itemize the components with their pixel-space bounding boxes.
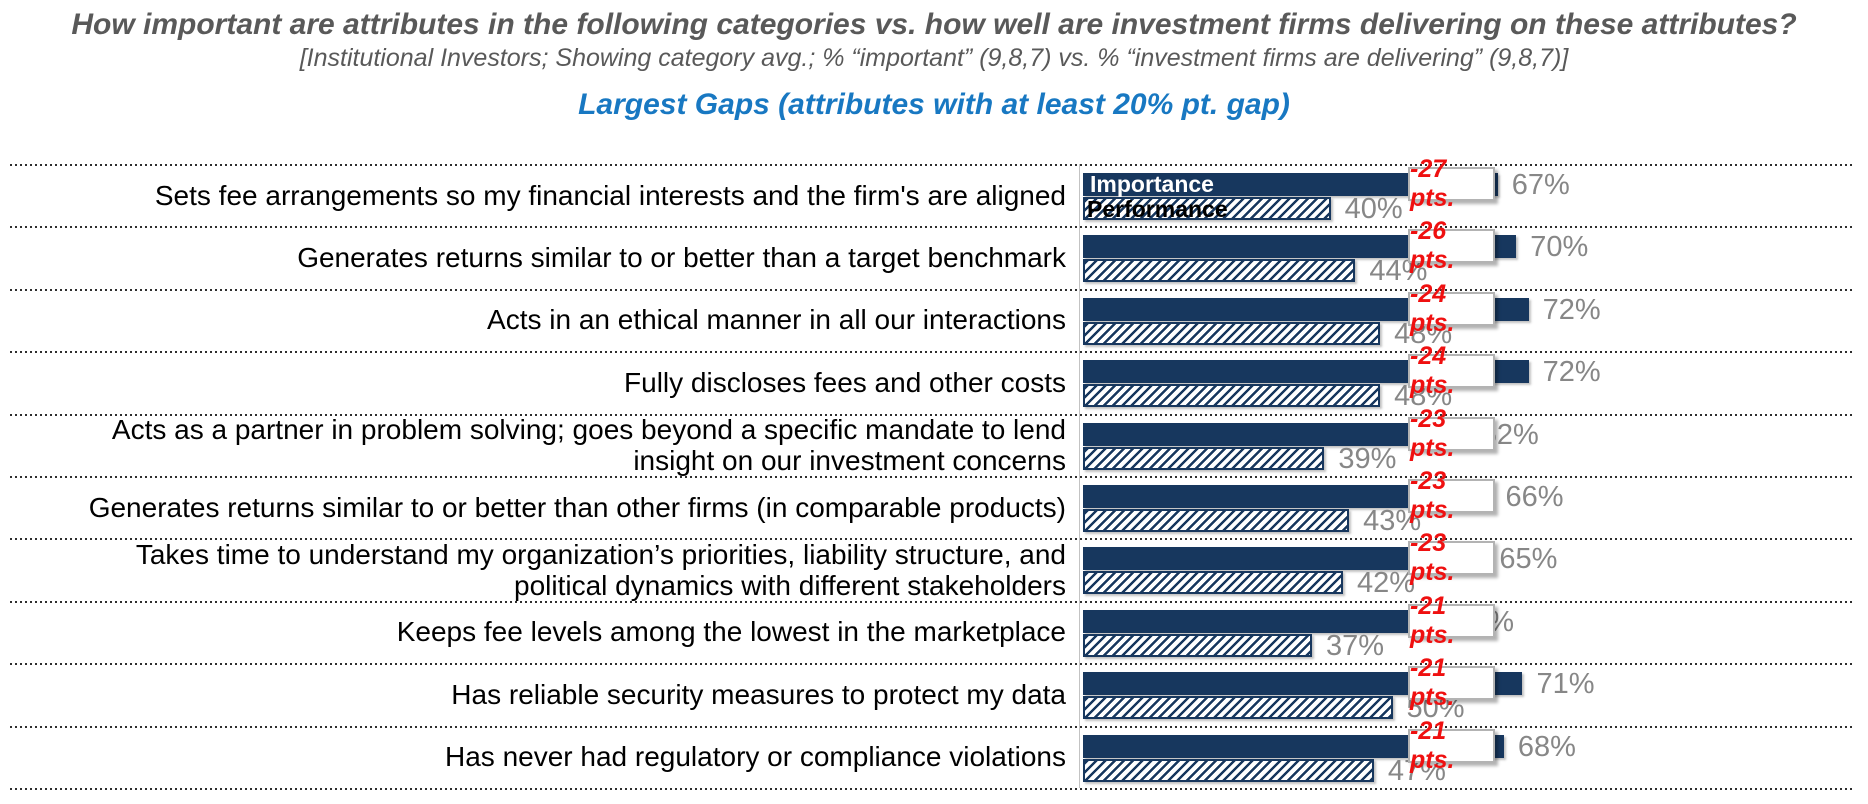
- performance-bar: [1083, 446, 1325, 470]
- attribute-label: Has reliable security measures to protec…: [451, 678, 1066, 710]
- section-heading: Largest Gaps (attributes with at least 2…: [578, 88, 1290, 121]
- attribute-label: Generates returns similar to or better t…: [297, 242, 1066, 274]
- axis-divider: [1079, 164, 1080, 788]
- gap-badge: -27 pts.: [1408, 155, 1495, 212]
- gap-badge: -24 pts.: [1408, 342, 1495, 399]
- performance-bar: [1083, 259, 1356, 283]
- attribute-label: Acts as a partner in problem solving; go…: [111, 413, 1066, 476]
- row-separator: [10, 288, 1853, 291]
- importance-bar: [1083, 547, 1486, 571]
- attribute-label: Generates returns similar to or better t…: [88, 491, 1066, 523]
- page-subtitle: [Institutional Investors; Showing catego…: [299, 44, 1569, 72]
- attribute-label: Keeps fee levels among the lowest in the…: [396, 616, 1066, 648]
- row-separator: [10, 788, 1853, 790]
- attribute-label: Takes time to understand my organization…: [135, 538, 1066, 601]
- gap-badge: -21 pts.: [1408, 654, 1495, 711]
- gap-badge: -23 pts.: [1408, 405, 1495, 462]
- row-separator: [10, 413, 1853, 416]
- performance-value: 42%: [1356, 567, 1416, 600]
- importance-bar: [1083, 734, 1504, 758]
- importance-value: 68%: [1517, 730, 1576, 763]
- importance-bar: [1083, 485, 1492, 508]
- performance-bar: [1083, 321, 1381, 345]
- row-separator: [10, 600, 1853, 603]
- gap-badge: -21 pts.: [1408, 717, 1495, 774]
- performance-bar: [1083, 571, 1343, 595]
- gap-badge: -23 pts.: [1408, 529, 1495, 586]
- attribute-label: Has never had regulatory or compliance v…: [445, 741, 1066, 773]
- legend-performance-label: Performance: [1087, 196, 1228, 222]
- importance-bar: [1083, 173, 1498, 196]
- importance-value: 65%: [1499, 543, 1558, 576]
- performance-bar: [1083, 758, 1374, 782]
- performance-bar: [1083, 509, 1350, 532]
- performance-bar: [1083, 197, 1331, 220]
- gap-badge: -21 pts.: [1408, 592, 1495, 649]
- importance-bar: [1083, 235, 1517, 259]
- attribute-label: Fully discloses fees and other costs: [624, 366, 1066, 398]
- performance-value: 40%: [1344, 193, 1403, 225]
- importance-bar: [1083, 609, 1443, 633]
- row-separator: [10, 226, 1853, 229]
- performance-value: 37%: [1326, 629, 1385, 662]
- legend-importance-label: Importance: [1090, 171, 1214, 197]
- row-separator: [10, 538, 1853, 541]
- importance-value: 72%: [1542, 293, 1601, 326]
- attribute-label: Acts in an ethical manner in all our int…: [487, 304, 1066, 336]
- row-separator: [10, 725, 1853, 728]
- gap-badge: -23 pts.: [1408, 467, 1495, 524]
- importance-value: 67%: [1511, 169, 1570, 201]
- performance-bar: [1083, 384, 1381, 408]
- performance-bar: [1083, 633, 1313, 657]
- importance-value: 71%: [1536, 668, 1595, 701]
- importance-value: 72%: [1542, 356, 1601, 389]
- page-title: How important are attributes in the foll…: [71, 8, 1797, 41]
- row-separator: [10, 164, 1853, 166]
- importance-bar: [1083, 422, 1467, 446]
- row-separator: [10, 476, 1853, 478]
- importance-value: 66%: [1505, 481, 1564, 513]
- importance-value: 70%: [1530, 231, 1589, 264]
- row-separator: [10, 663, 1853, 666]
- performance-value: 39%: [1338, 442, 1397, 475]
- gap-badge: -24 pts.: [1408, 280, 1495, 337]
- attribute-label: Sets fee arrangements so my financial in…: [154, 179, 1066, 211]
- row-separator: [10, 351, 1853, 354]
- gap-badge: -26 pts.: [1408, 217, 1495, 274]
- performance-bar: [1083, 696, 1393, 720]
